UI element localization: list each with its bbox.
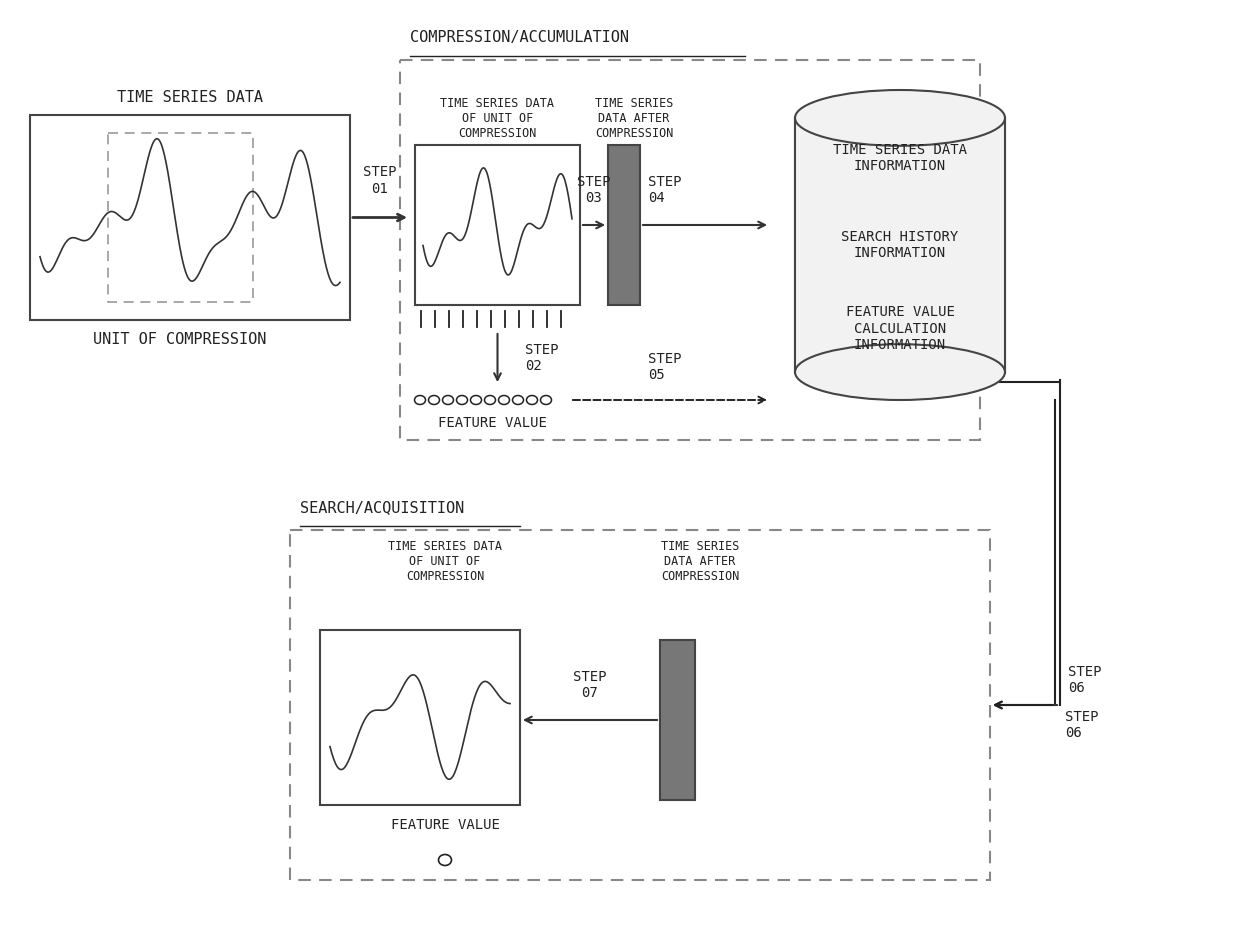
Text: TIME SERIES DATA
OF UNIT OF
COMPRESSION: TIME SERIES DATA OF UNIT OF COMPRESSION [388,540,502,583]
Text: FEATURE VALUE
CALCULATION
INFORMATION: FEATURE VALUE CALCULATION INFORMATION [846,306,955,352]
Text: TIME SERIES DATA: TIME SERIES DATA [117,90,263,105]
Bar [608,145,640,305]
Ellipse shape [795,90,1004,146]
Text: TIME SERIES
DATA AFTER
COMPRESSION: TIME SERIES DATA AFTER COMPRESSION [661,540,739,583]
Text: TIME SERIES DATA
OF UNIT OF
COMPRESSION: TIME SERIES DATA OF UNIT OF COMPRESSION [440,97,554,140]
Text: FEATURE VALUE: FEATURE VALUE [391,818,500,832]
Text: STEP
03: STEP 03 [578,175,611,205]
Bar [108,133,253,302]
Bar [415,145,580,305]
Text: STEP
01: STEP 01 [363,166,397,196]
Text: FEATURE VALUE: FEATURE VALUE [438,416,547,430]
Ellipse shape [795,344,1004,400]
Text: STEP
05: STEP 05 [649,352,682,382]
Text: STEP
06: STEP 06 [1068,664,1101,695]
Text: TIME SERIES DATA
INFORMATION: TIME SERIES DATA INFORMATION [833,143,967,173]
Text: STEP
07: STEP 07 [573,670,606,700]
Text: TIME SERIES
DATA AFTER
COMPRESSION: TIME SERIES DATA AFTER COMPRESSION [595,97,673,140]
Bar [290,530,990,880]
Bar [795,118,1004,372]
Bar [660,640,694,800]
Text: STEP
02: STEP 02 [526,343,559,373]
Text: COMPRESSION/ACCUMULATION: COMPRESSION/ACCUMULATION [410,30,629,45]
Bar [401,60,980,440]
Text: SEARCH/ACQUISITION: SEARCH/ACQUISITION [300,500,464,515]
Bar [320,630,520,805]
Text: SEARCH HISTORY
INFORMATION: SEARCH HISTORY INFORMATION [842,230,959,260]
Bar [30,115,350,320]
Text: STEP
04: STEP 04 [649,175,682,205]
Text: UNIT OF COMPRESSION: UNIT OF COMPRESSION [93,332,267,347]
Text: STEP
06: STEP 06 [1065,710,1099,741]
